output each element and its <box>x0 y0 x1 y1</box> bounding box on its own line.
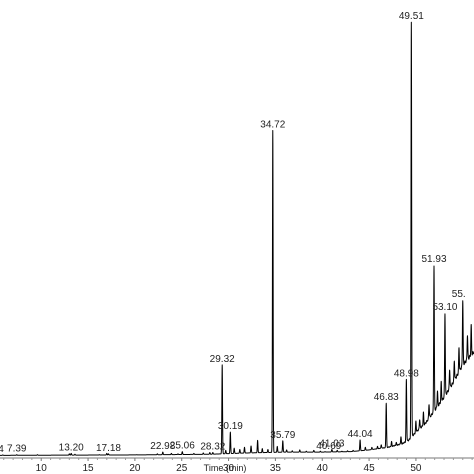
x-axis-ticks: 10 15 20 25 30 35 40 45 50 <box>3 458 473 474</box>
peak-label: 25.06 <box>170 441 195 452</box>
x-tick-label: 40 <box>317 463 329 474</box>
x-tick-label: 35 <box>270 463 282 474</box>
peak-label: 48.98 <box>394 369 419 380</box>
x-tick-label: 20 <box>129 463 141 474</box>
peak-label: 4 <box>0 444 4 455</box>
peak-label: 40.69 <box>316 441 341 452</box>
peak-label: 7.39 <box>7 444 27 455</box>
peak-label: 29.32 <box>210 354 235 365</box>
peak-label: 35.79 <box>270 430 295 441</box>
x-tick-label: 10 <box>36 463 48 474</box>
peak-label: 13.20 <box>59 442 84 453</box>
peak-label: 17.18 <box>96 443 121 454</box>
peak-label: 28.32 <box>200 442 225 453</box>
x-tick-label: 25 <box>176 463 188 474</box>
peak-label: 55. <box>452 289 466 300</box>
x-tick-label: 45 <box>364 463 376 474</box>
x-tick-label: 50 <box>410 463 422 474</box>
x-tick-label: 30 <box>223 463 235 474</box>
peak-label: 41.03 <box>319 438 344 449</box>
peak-label: 51.93 <box>421 254 446 265</box>
x-axis-title: Time (min) <box>204 463 247 473</box>
peak-label: 49.51 <box>399 11 424 22</box>
peak-label: 46.83 <box>374 392 399 403</box>
x-tick-label: 15 <box>82 463 94 474</box>
chromatogram-trace <box>0 21 474 456</box>
peak-label: 53.10 <box>432 302 457 313</box>
peak-label: 34.72 <box>260 120 285 131</box>
peak-label: 22.98 <box>150 441 175 452</box>
peak-label: 30.19 <box>218 421 243 432</box>
peak-label: 44.04 <box>348 429 373 440</box>
